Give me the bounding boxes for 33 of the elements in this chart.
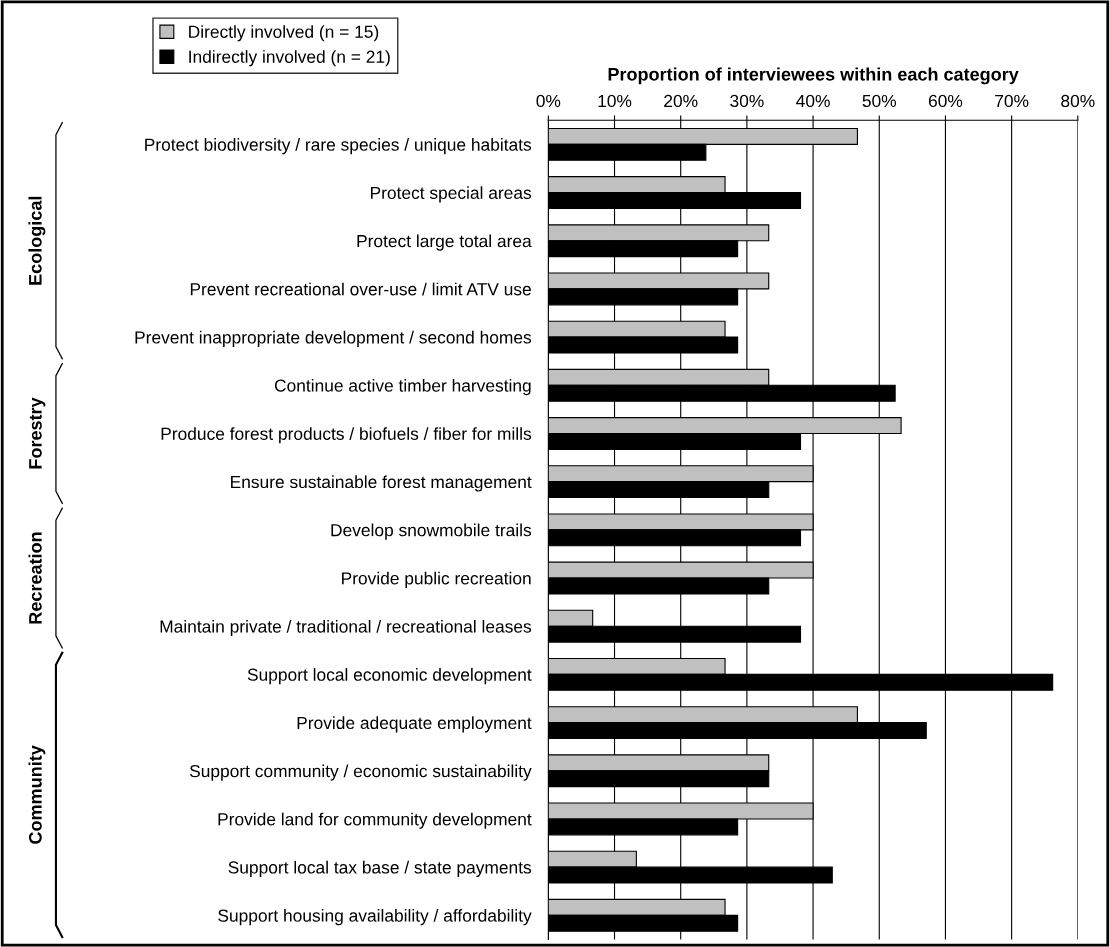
y-tick-label: Protect special areas xyxy=(370,186,532,203)
y-tick-label: Protect biodiversity / rare species / unique habitats xyxy=(145,138,532,155)
y-tick-label: Continue active timber harvesting xyxy=(274,379,531,396)
legend-label: Directly involved (n = 15) xyxy=(189,25,379,42)
y-tick-label: Maintain private / traditional / recreational leases xyxy=(160,619,532,637)
text: Ecological xyxy=(28,196,46,285)
text: Recreation xyxy=(28,532,42,624)
x-tick-label: 20% xyxy=(664,94,698,108)
y-tick-label: Prevent inappropriate development / second homes xyxy=(135,330,532,347)
y-tick-label: Provide public recreation xyxy=(342,571,531,588)
x-tick-label: 60% xyxy=(928,94,963,108)
text: Forestry xyxy=(29,397,46,469)
y-tick-label: Provide land for community development xyxy=(218,812,532,829)
x-tick-label: 50% xyxy=(862,94,897,108)
x-tick-label: 0% xyxy=(536,94,561,108)
x-tick-label: 40% xyxy=(796,94,830,108)
y-tick-label: Ensure sustainable forest management xyxy=(231,475,532,492)
y-tick-label: Support community / economic sustainability xyxy=(189,764,532,781)
x-tick-label: 30% xyxy=(730,94,764,108)
y-tick-label: Prevent recreational over-use / limit ATV use xyxy=(190,282,531,296)
y-tick-label: Protect large total area xyxy=(357,234,532,251)
x-tick-label: 10% xyxy=(598,94,632,108)
y-tick-label: Produce forest products / biofuels / fiber for mills xyxy=(161,427,532,444)
legend-label: Indirectly involved (n = 21) xyxy=(189,50,390,67)
x-axis-title: Proportion of interviewees within each category xyxy=(608,67,1019,85)
y-tick-label: Develop snowmobile trails xyxy=(331,523,532,540)
x-tick-label: 80% xyxy=(1061,94,1095,108)
text: Community xyxy=(28,745,46,844)
y-tick-label: Support local economic development xyxy=(247,668,532,685)
y-tick-label: Provide adequate employment xyxy=(297,716,532,733)
y-tick-label: Support local tax base / state payments xyxy=(228,860,532,878)
x-tick-label: 70% xyxy=(995,94,1029,108)
y-tick-label: Support housing availability / affordability xyxy=(218,909,532,926)
